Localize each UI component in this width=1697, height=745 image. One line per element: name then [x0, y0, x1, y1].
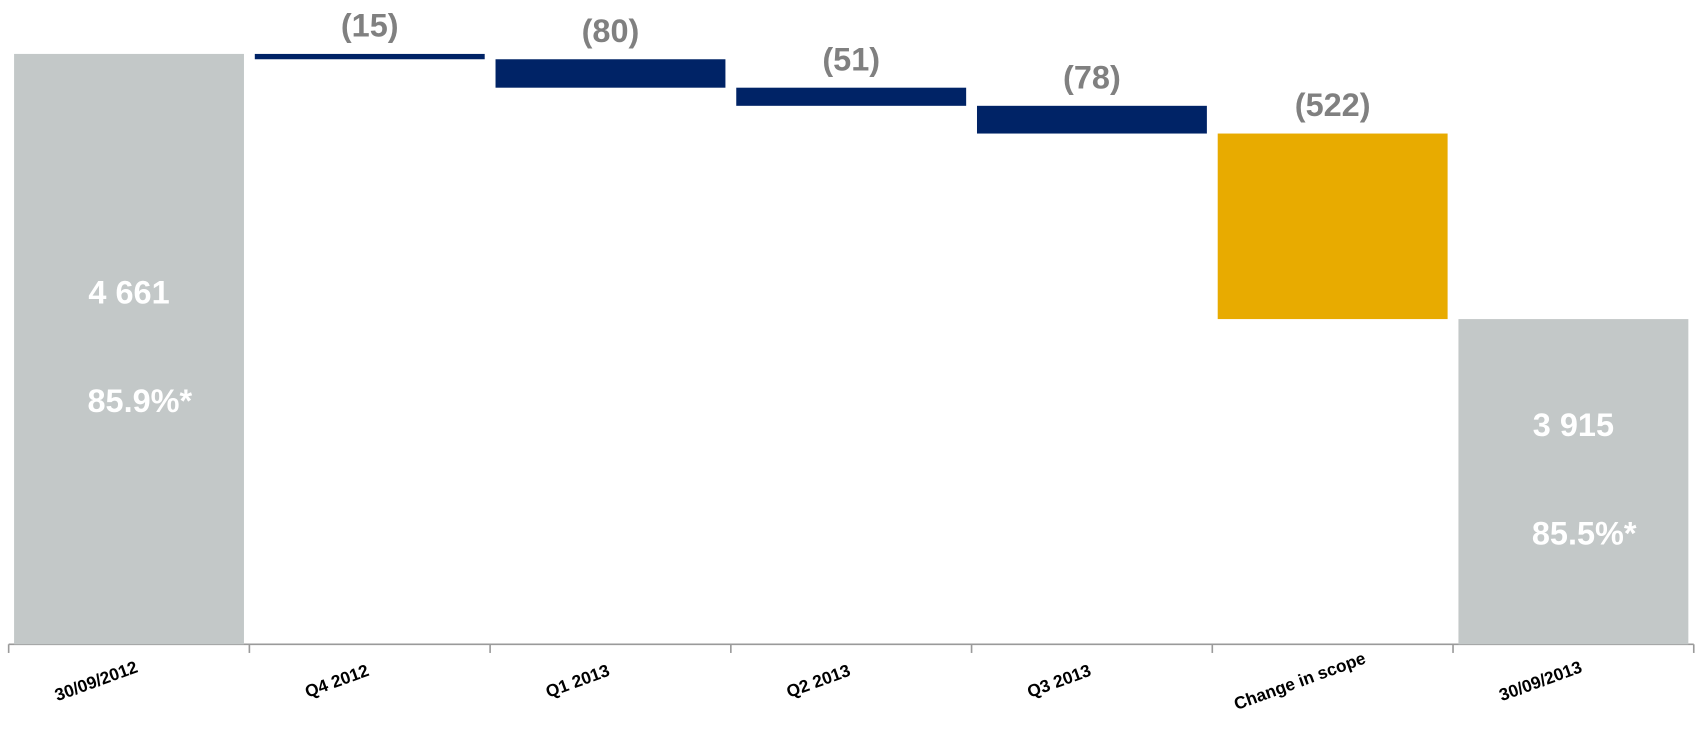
x-tick-label: Change in scope	[1231, 648, 1368, 714]
value-label: (51)	[822, 41, 880, 77]
delta-bar	[736, 87, 967, 106]
share-label: 85.5%*	[1532, 515, 1637, 551]
delta-bar	[976, 105, 1207, 134]
x-tick-label: Q2 2013	[784, 660, 853, 702]
x-tick-label: Q3 2013	[1024, 660, 1093, 702]
value-label: (80)	[582, 13, 640, 49]
x-tick-label: Q4 2012	[302, 660, 371, 702]
total-bar	[1458, 319, 1689, 645]
delta-bar	[254, 53, 485, 60]
value-label: (522)	[1295, 87, 1371, 123]
total-bar	[14, 53, 244, 645]
delta-bar	[1217, 133, 1448, 320]
value-label: 3 915	[1533, 407, 1614, 443]
value-label: (78)	[1063, 59, 1121, 95]
x-tick-label: 30/09/2012	[52, 657, 140, 705]
x-tick-label: Q1 2013	[543, 660, 612, 702]
value-label: (15)	[341, 8, 399, 44]
x-tick-label: 30/09/2013	[1496, 657, 1584, 705]
value-label: 4 661	[88, 275, 169, 311]
delta-bar	[495, 59, 726, 88]
share-label: 85.9%*	[88, 383, 193, 419]
